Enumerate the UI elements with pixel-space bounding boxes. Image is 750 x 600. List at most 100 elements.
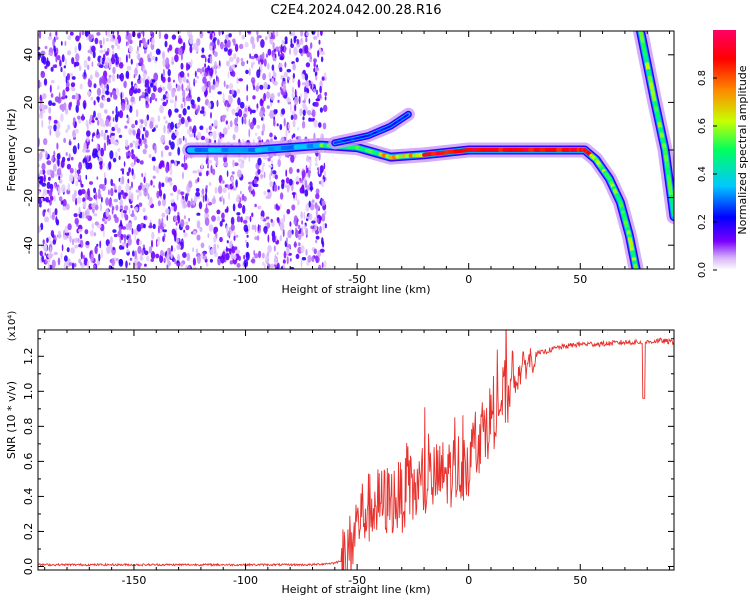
noise-speckle xyxy=(163,233,166,239)
noise-speckle xyxy=(92,133,94,139)
noise-speckle xyxy=(96,143,99,151)
noise-speckle xyxy=(275,109,278,114)
noise-speckle xyxy=(122,210,127,214)
noise-speckle xyxy=(109,150,114,160)
noise-speckle xyxy=(75,92,79,101)
noise-speckle xyxy=(111,126,116,132)
noise-speckle xyxy=(309,186,314,191)
noise-speckle xyxy=(231,176,234,182)
noise-speckle xyxy=(274,53,277,59)
noise-speckle xyxy=(49,198,52,206)
noise-speckle xyxy=(309,52,312,61)
noise-speckle xyxy=(78,228,83,233)
noise-speckle xyxy=(158,162,163,169)
noise-speckle xyxy=(324,210,327,215)
noise-speckle xyxy=(115,56,118,66)
noise-speckle xyxy=(181,163,185,168)
noise-speckle xyxy=(289,221,292,227)
noise-speckle xyxy=(87,64,90,71)
noise-speckle xyxy=(91,138,94,142)
noise-speckle xyxy=(144,130,149,138)
noise-speckle xyxy=(134,250,137,260)
noise-speckle xyxy=(57,96,62,104)
noise-speckle xyxy=(116,56,120,65)
noise-speckle xyxy=(291,229,294,235)
noise-speckle xyxy=(39,94,42,103)
noise-speckle xyxy=(93,187,97,194)
noise-speckle xyxy=(140,31,144,34)
noise-speckle xyxy=(60,159,65,168)
noise-speckle xyxy=(241,34,245,40)
noise-speckle xyxy=(267,48,272,56)
noise-speckle xyxy=(211,215,216,222)
noise-speckle xyxy=(270,167,273,176)
noise-speckle xyxy=(46,160,52,166)
noise-speckle xyxy=(246,241,249,249)
noise-speckle xyxy=(291,92,295,99)
noise-speckle xyxy=(226,103,231,108)
noise-speckle xyxy=(99,39,103,45)
noise-speckle xyxy=(144,250,149,256)
colorbar-ticks: 0.0 0.2 0.4 0.6 0.8 xyxy=(697,70,717,278)
noise-speckle xyxy=(114,53,118,59)
noise-speckle xyxy=(249,53,251,59)
noise-speckle xyxy=(48,176,51,181)
noise-speckle xyxy=(65,128,69,133)
noise-speckle xyxy=(208,159,213,164)
snr-ytick-label: 0.8 xyxy=(22,418,35,436)
noise-speckle xyxy=(256,34,259,43)
noise-speckle xyxy=(137,32,141,39)
noise-speckle xyxy=(169,180,173,187)
noise-speckle xyxy=(192,43,198,51)
noise-speckle xyxy=(131,149,134,155)
noise-speckle xyxy=(260,210,265,219)
noise-speckle xyxy=(277,218,280,224)
noise-speckle xyxy=(49,183,54,190)
noise-speckle xyxy=(184,119,189,128)
noise-speckle xyxy=(294,88,297,98)
noise-speckle xyxy=(203,72,207,78)
noise-speckle xyxy=(138,240,142,245)
noise-speckle xyxy=(219,236,223,243)
noise-speckle xyxy=(126,171,130,176)
noise-speckle xyxy=(226,170,229,178)
noise-speckle xyxy=(128,45,134,53)
noise-speckle xyxy=(126,41,128,47)
noise-speckle xyxy=(222,127,228,135)
noise-speckle xyxy=(117,185,122,193)
noise-speckle xyxy=(147,57,152,63)
noise-speckle xyxy=(155,48,161,55)
noise-speckle xyxy=(70,86,75,90)
noise-speckle xyxy=(282,228,285,238)
noise-speckle xyxy=(138,202,143,207)
noise-speckle xyxy=(68,262,73,266)
noise-speckle xyxy=(254,224,257,233)
noise-speckle xyxy=(295,57,299,63)
noise-speckle xyxy=(132,250,135,257)
snr-series-line xyxy=(38,330,674,570)
snr-frame xyxy=(37,329,675,571)
snr-ytick-label: 0.4 xyxy=(22,488,35,506)
noise-speckle xyxy=(177,123,180,129)
noise-speckle xyxy=(212,130,217,140)
noise-speckle xyxy=(315,193,320,200)
noise-speckle xyxy=(270,138,273,143)
heatmap-xtick-label: -50 xyxy=(348,273,366,286)
noise-speckle xyxy=(186,129,191,135)
noise-speckle xyxy=(116,127,121,134)
noise-speckle xyxy=(200,163,204,169)
noise-speckle xyxy=(171,132,177,141)
noise-speckle xyxy=(318,39,321,45)
noise-speckle xyxy=(195,179,198,184)
noise-speckle xyxy=(118,134,123,138)
branch-segment xyxy=(385,126,389,130)
noise-speckle xyxy=(48,100,53,106)
noise-speckle xyxy=(124,125,128,129)
noise-speckle xyxy=(199,68,203,75)
snr-xtick-label: 0 xyxy=(465,574,472,587)
noise-speckle xyxy=(274,257,278,262)
noise-speckle xyxy=(38,225,41,233)
noise-speckle xyxy=(49,169,53,174)
noise-speckle xyxy=(192,230,197,236)
noise-speckle xyxy=(81,188,86,195)
